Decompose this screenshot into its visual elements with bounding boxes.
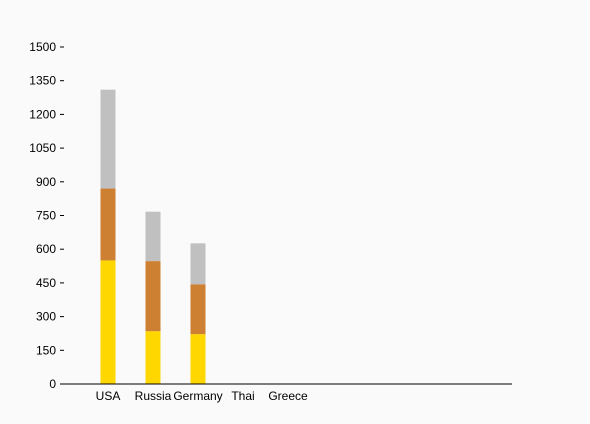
bar-segment-usa-2 (100, 89, 116, 189)
x-tick-label: Russia (135, 389, 172, 403)
x-tick-label: Germany (173, 389, 222, 403)
x-tick-label: USA (96, 389, 121, 403)
bar-segment-russia-1 (145, 261, 161, 332)
y-tick-label: 1350 (29, 74, 56, 88)
y-tick-label: 900 (36, 175, 56, 189)
y-tick-label: 750 (36, 209, 56, 223)
x-tick-label: Greece (268, 389, 308, 403)
bar-segment-usa-0 (100, 260, 116, 384)
bar-segment-russia-0 (145, 331, 161, 384)
x-axis: USA Russia Germany Thai Greece (62, 383, 512, 403)
bar-segment-russia-2 (145, 211, 161, 262)
bars-layer (100, 89, 206, 384)
bar-segment-germany-0 (190, 334, 206, 384)
y-tick-label: 150 (36, 343, 56, 357)
bar-segment-usa-1 (100, 188, 116, 261)
y-tick-label: 300 (36, 310, 56, 324)
y-tick-label: 1200 (29, 107, 56, 121)
y-axis: 0 150 300 450 600 750 900 1050 1200 1350 1500 (29, 40, 64, 391)
y-tick-label: 600 (36, 242, 56, 256)
y-tick-label: 1050 (29, 141, 56, 155)
x-tick-label: Thai (231, 389, 254, 403)
y-tick-label: 0 (49, 377, 56, 391)
bar-segment-germany-2 (190, 243, 206, 285)
y-tick-label: 1500 (29, 40, 56, 54)
bar-segment-germany-1 (190, 284, 206, 335)
y-tick-label: 450 (36, 276, 56, 290)
